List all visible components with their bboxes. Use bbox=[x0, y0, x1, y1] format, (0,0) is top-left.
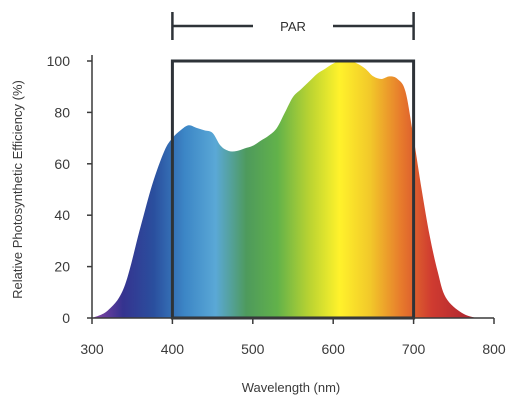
spectrum-area-layer bbox=[92, 60, 494, 319]
y-tick-label: 60 bbox=[54, 156, 70, 172]
y-tick-label: 100 bbox=[47, 53, 71, 69]
par-label: PAR bbox=[280, 19, 306, 34]
axes bbox=[91, 55, 494, 319]
y-ticks: 0 20 40 60 80 100 bbox=[47, 53, 92, 326]
x-axis-title: Wavelength (nm) bbox=[242, 380, 341, 395]
y-tick-label: 0 bbox=[62, 310, 70, 326]
y-axis-title: Relative Photosynthetic Efficiency (%) bbox=[10, 80, 25, 299]
y-tick-label: 80 bbox=[54, 104, 70, 120]
x-tick-label: 300 bbox=[80, 341, 104, 357]
y-tick-label: 20 bbox=[54, 259, 70, 275]
x-tick-label: 800 bbox=[482, 341, 506, 357]
x-ticks: 300 400 500 600 700 800 bbox=[80, 318, 506, 357]
x-tick-label: 700 bbox=[402, 341, 426, 357]
spectrum-area bbox=[92, 60, 494, 319]
y-tick-label: 40 bbox=[54, 207, 70, 223]
x-tick-label: 600 bbox=[322, 341, 346, 357]
x-tick-label: 500 bbox=[241, 341, 265, 357]
x-tick-label: 400 bbox=[161, 341, 185, 357]
